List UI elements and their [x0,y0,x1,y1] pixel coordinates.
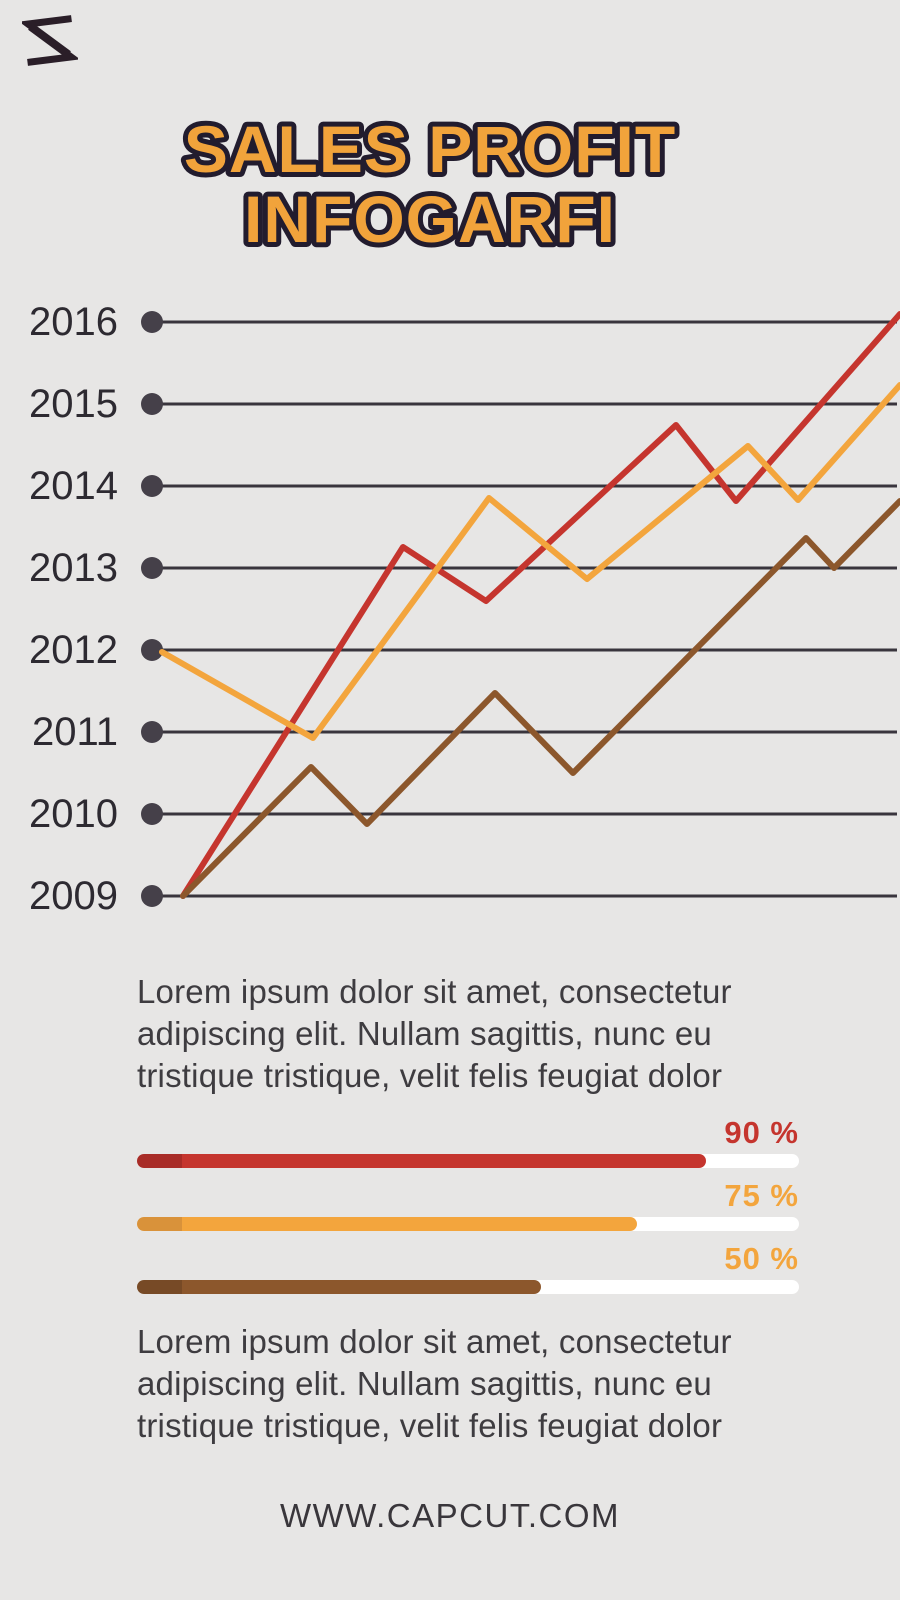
y-axis-label: 2010 [29,792,118,836]
progress-row-90: 90 % [137,1115,799,1168]
progress-bars: 90 % 75 % 50 % [137,1115,799,1307]
progress-label: 90 % [724,1115,799,1150]
y-axis-label: 2016 [29,300,118,344]
y-axis-label: 2013 [29,546,118,590]
capcut-logo [18,14,81,68]
axis-dot [141,557,163,579]
description-paragraph-2: Lorem ipsum dolor sit amet, consectetur … [137,1321,817,1447]
paragraph-line: Lorem ipsum dolor sit amet, consectetur [137,973,732,1010]
y-axis-label: 2014 [29,464,118,508]
y-axis-label: 2015 [29,382,118,426]
axis-dot [141,639,163,661]
y-axis-label: 2011 [32,710,118,754]
description-paragraph-1: Lorem ipsum dolor sit amet, consectetur … [137,971,817,1097]
footer-url: WWW.CAPCUT.COM [280,1497,620,1534]
progress-fill [137,1154,707,1168]
axis-dot [141,475,163,497]
title-line-2: INFOGARFI [244,182,616,256]
line-chart: 2016 2015 2014 2013 2012 2011 2010 2009 [29,300,900,918]
axis-dot [141,721,163,743]
paragraph-line: tristique tristique, velit felis feugiat… [137,1407,723,1444]
progress-label: 50 % [724,1241,799,1276]
series-red [180,311,900,899]
series-brown [180,498,900,899]
progress-track [137,1217,799,1231]
progress-track [137,1154,799,1168]
page-title: SALES PROFIT INFOGARFI [179,107,680,261]
paragraph-line: tristique tristique, velit felis feugiat… [137,1057,723,1094]
progress-row-75: 75 % [137,1178,799,1231]
axis-dot [141,803,163,825]
progress-fill [137,1217,637,1231]
paragraph-line: adipiscing elit. Nullam sagittis, nunc e… [137,1015,712,1052]
paragraph-line: Lorem ipsum dolor sit amet, consectetur [137,1323,732,1360]
progress-row-50: 50 % [137,1241,799,1294]
title-line-1: SALES PROFIT [184,112,676,186]
progress-track [137,1280,799,1294]
axis-dot [141,393,163,415]
series-orange [159,382,900,741]
capcut-logo-icon [18,15,81,66]
y-axis-label: 2009 [29,874,118,918]
axis-dot [141,311,163,333]
progress-fill [137,1280,541,1294]
axis-dot [141,885,163,907]
paragraph-line: adipiscing elit. Nullam sagittis, nunc e… [137,1365,712,1402]
progress-label: 75 % [724,1178,799,1213]
y-axis-label: 2012 [29,628,118,672]
